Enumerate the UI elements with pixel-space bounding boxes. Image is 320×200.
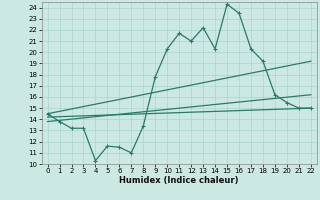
X-axis label: Humidex (Indice chaleur): Humidex (Indice chaleur) [119,176,239,185]
